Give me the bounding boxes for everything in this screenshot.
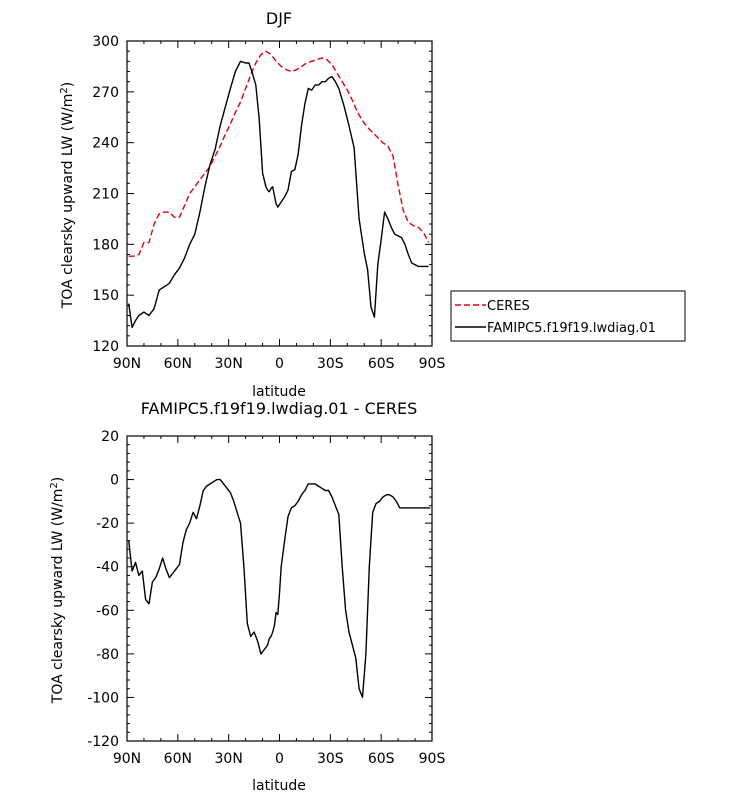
y-tick-label-top: 150 <box>92 288 119 304</box>
y-axis-label-bottom: TOA clearsky upward LW (W/m2) <box>49 477 66 704</box>
x-tick-label-bottom: 30N <box>215 751 243 767</box>
x-axis-label-top: latitude <box>252 384 306 400</box>
legend-label-model: FAMIPC5.f19f19.lwdiag.01 <box>487 321 656 336</box>
x-tick-label-bottom: 0 <box>275 751 284 767</box>
x-tick-label-bottom: 90N <box>113 751 141 767</box>
x-tick-label-top: 30N <box>215 356 243 372</box>
x-tick-label-top: 60S <box>368 356 395 372</box>
bottom-panel: FAMIPC5.f19f19.lwdiag.01 - CERES -120 -10… <box>49 399 445 794</box>
x-tick-label-bottom: 60N <box>164 751 192 767</box>
y-tick-label-bottom: -20 <box>96 516 119 532</box>
x-tick-label-top: 60N <box>164 356 192 372</box>
x-tick-label-bottom: 30S <box>317 751 344 767</box>
x-tick-label-top: 90S <box>419 356 446 372</box>
legend: CERES FAMIPC5.f19f19.lwdiag.01 <box>450 290 686 342</box>
series-line-top-famipc5-f19f19-lwdiag-01 <box>128 60 429 329</box>
y-tick-label-top: 300 <box>92 34 119 50</box>
y-tick-label-bottom: -80 <box>96 647 119 663</box>
y-tick-label-top: 210 <box>92 187 119 203</box>
x-tick-label-top: 0 <box>275 356 284 372</box>
chart-title-top: DJF <box>266 9 292 28</box>
series-line-bottom-0 <box>128 478 431 699</box>
x-tick-label-top: 30S <box>317 356 344 372</box>
y-tick-label-bottom: -100 <box>87 690 119 706</box>
x-tick-label-top: 90N <box>113 356 141 372</box>
x-tick-label-bottom: 60S <box>368 751 395 767</box>
x-axis-label-bottom: latitude <box>252 778 306 794</box>
y-tick-label-bottom: 0 <box>110 473 119 489</box>
y-tick-label-bottom: -120 <box>87 734 119 750</box>
top-panel: DJF 120 150 180 210 240 270 300 90N 60N 30N 0 30S 60… <box>59 9 686 400</box>
y-tick-label-top: 270 <box>92 85 119 101</box>
y-axis-label-top: TOA clearsky upward LW (W/m2) <box>59 82 76 309</box>
legend-box <box>450 290 686 342</box>
legend-label-ceres: CERES <box>487 299 530 314</box>
series-line-top-ceres <box>128 50 430 257</box>
y-tick-label-bottom: 20 <box>101 429 119 445</box>
y-tick-label-top: 180 <box>92 237 119 253</box>
y-tick-label-top: 120 <box>92 339 119 355</box>
x-tick-label-bottom: 90S <box>419 751 446 767</box>
y-tick-label-bottom: -40 <box>96 560 119 576</box>
y-tick-label-top: 240 <box>92 136 119 152</box>
chart-title-bottom: FAMIPC5.f19f19.lwdiag.01 - CERES <box>141 399 418 418</box>
plot-frame-top <box>126 40 433 347</box>
y-tick-label-bottom: -60 <box>96 603 119 619</box>
